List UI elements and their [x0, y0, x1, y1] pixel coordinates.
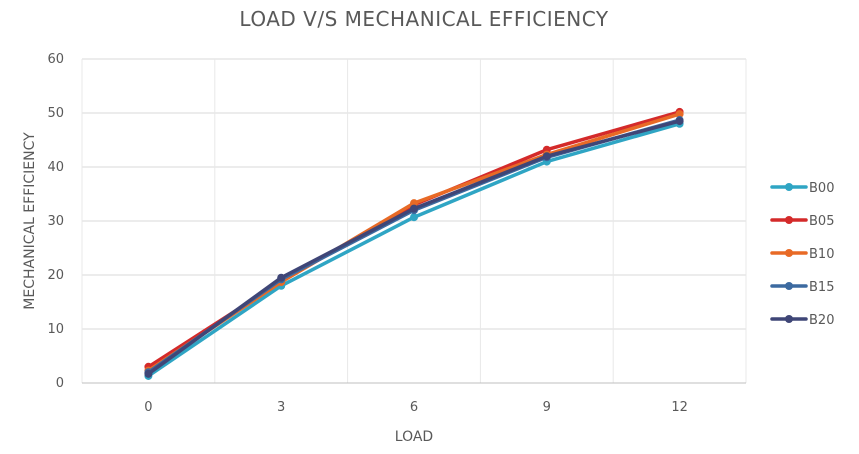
y-tick-label: 20	[47, 268, 64, 283]
legend-marker	[785, 282, 793, 290]
legend-label: B05	[809, 214, 834, 229]
y-tick-label: 60	[47, 52, 64, 67]
y-axis-title: MECHANICAL EFFICIENCY	[22, 132, 38, 310]
data-point	[675, 117, 684, 126]
axes: 0 10 20 30 40 50 60 0 3 6 9 12	[47, 52, 746, 415]
legend-label: B20	[809, 313, 834, 328]
data-point	[675, 110, 684, 119]
x-tick-label: 3	[277, 400, 285, 415]
legend-marker	[785, 315, 793, 323]
y-tick-label: 30	[47, 214, 64, 229]
series-line	[146, 118, 682, 374]
y-tick-label: 40	[47, 160, 64, 175]
legend-marker	[785, 216, 793, 224]
series-line	[146, 112, 682, 373]
legend-item: B10	[770, 247, 834, 262]
series-lines	[144, 107, 684, 380]
legend-label: B00	[809, 181, 834, 196]
data-point	[410, 213, 418, 222]
data-point	[144, 369, 153, 378]
x-tick-label: 0	[144, 400, 152, 415]
series-b20	[144, 117, 684, 378]
series-b15	[144, 116, 684, 377]
x-tick-label: 9	[543, 400, 551, 415]
series-b10	[144, 110, 684, 375]
x-tick-label: 12	[671, 400, 688, 415]
grid	[81, 58, 747, 383]
x-axis-title: LOAD	[395, 429, 433, 445]
legend-label: B15	[809, 280, 834, 295]
data-point	[277, 273, 286, 282]
series-b00	[144, 119, 684, 380]
legend-item: B20	[770, 313, 834, 328]
y-tick-label: 0	[56, 376, 64, 391]
legend-item: B00	[770, 181, 834, 196]
legend-marker	[785, 183, 793, 191]
legend-item: B05	[770, 214, 834, 229]
legend: B00 B05 B10 B15 B20	[770, 181, 834, 328]
legend-label: B10	[809, 247, 834, 262]
chart-title: LOAD V/S MECHANICAL EFFICIENCY	[239, 7, 608, 31]
data-point	[542, 152, 551, 161]
y-tick-label: 10	[47, 322, 64, 337]
x-tick-label: 6	[410, 400, 418, 415]
legend-marker	[785, 249, 793, 257]
series-line	[146, 122, 682, 378]
data-point	[410, 204, 418, 213]
series-line	[146, 119, 682, 376]
y-tick-label: 50	[47, 106, 64, 121]
legend-item: B15	[770, 280, 834, 295]
